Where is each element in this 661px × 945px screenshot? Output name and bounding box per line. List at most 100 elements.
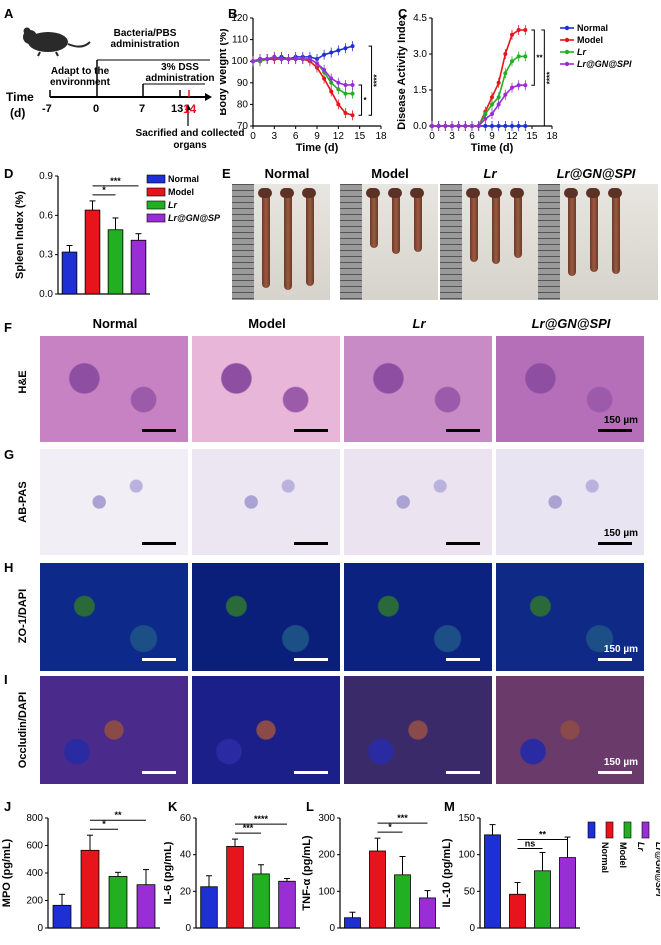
colon-tissue	[370, 192, 378, 248]
micrograph-r2-c3: 150 µm	[496, 563, 644, 671]
timeline-svg	[23, 27, 212, 126]
legend-swatch	[146, 213, 166, 223]
cecum-tissue	[366, 188, 380, 198]
micrograph-r1-c1	[192, 449, 340, 555]
data-point	[503, 52, 508, 56]
y-tick-label: 4.5	[413, 13, 427, 24]
x-tick-label: 0	[250, 131, 256, 142]
data-point	[329, 50, 334, 55]
data-point	[503, 92, 508, 97]
colon-tissue	[414, 192, 422, 252]
sig-label: **	[114, 810, 122, 820]
colon-tissue	[262, 192, 270, 288]
bar-2	[534, 870, 551, 929]
data-point	[343, 91, 348, 96]
y-tick-label: 0	[185, 923, 191, 934]
data-point	[470, 124, 474, 128]
y-tick-label: 120	[231, 13, 248, 24]
data-point	[350, 44, 355, 49]
scale-bar	[598, 771, 632, 774]
bar-2	[107, 229, 124, 295]
sig-label: ***	[110, 176, 121, 186]
row-label-occludin: Occludin/DAPI	[17, 691, 29, 769]
legend-marker	[564, 61, 570, 67]
micrograph-r1-c2	[344, 449, 492, 555]
body-weight-chart: 0 3 6 9 12 15 18 70 80 90 100 110 120 Time (d) Body We…	[220, 13, 387, 154]
data-point	[279, 57, 284, 62]
y-tick-label: 0	[37, 923, 43, 934]
tick-7: 7	[139, 103, 146, 115]
adapt-label: Adapt to the environment	[49, 66, 110, 88]
data-point	[490, 95, 494, 100]
data-point	[503, 71, 508, 76]
data-point	[483, 116, 488, 121]
cecum-tissue	[410, 188, 424, 198]
data-point	[523, 83, 528, 88]
data-point	[251, 59, 255, 64]
sig-label: **	[539, 829, 547, 839]
panel-label-j: J	[4, 799, 12, 814]
colon-photo-2	[440, 184, 538, 300]
bar-3	[559, 857, 576, 929]
data-point	[293, 57, 298, 62]
micrograph-r3-c3: 150 µm	[496, 676, 644, 784]
legend-label-0: Normal	[168, 174, 199, 184]
histo-title-normal: Normal	[92, 316, 138, 331]
data-point	[300, 57, 305, 62]
histo-title-model: Model	[248, 316, 286, 331]
sig-label: ns	[525, 838, 536, 848]
panel-label-e: E	[222, 166, 231, 181]
micrograph-r0-c0	[40, 336, 188, 442]
data-point	[490, 124, 494, 128]
data-point	[510, 124, 514, 128]
x-tick-label: 18	[375, 131, 387, 142]
cecum-tissue	[564, 188, 578, 198]
data-point	[503, 124, 508, 128]
scale-bar	[294, 542, 328, 545]
cecum-tissue	[280, 188, 294, 198]
row-label-zo1: ZO-1/DAPI	[17, 588, 29, 644]
colon-tissue	[470, 192, 478, 262]
scale-bar	[598, 658, 632, 661]
bar-0	[52, 904, 72, 929]
y-tick-label: 1.5	[413, 85, 427, 96]
scale-bar	[294, 771, 328, 774]
data-point	[510, 59, 514, 64]
y-tick-label: 110	[232, 35, 248, 46]
ruler	[340, 184, 362, 300]
photo-title-lr: Lr	[483, 166, 497, 181]
cecum-tissue	[302, 188, 316, 198]
legend-label-1: Model	[168, 187, 194, 197]
panel-label-g: G	[4, 447, 15, 462]
sig-label: ****	[545, 71, 554, 84]
data-point	[476, 124, 481, 128]
scale-text: 150 µm	[603, 415, 638, 426]
bacteria-label: Bacteria/PBS administration	[110, 28, 180, 50]
scale-bar	[142, 658, 176, 661]
x-tick-label: 9	[489, 131, 495, 142]
scale-text: 150 µm	[603, 644, 638, 655]
micrograph-r1-c3: 150 µm	[496, 449, 644, 555]
x-tick-label: 6	[469, 131, 475, 142]
tick-minus7: -7	[42, 103, 52, 115]
y-tick-label: 100	[458, 850, 475, 861]
legend-label-3: Lr@GN@SPI	[168, 213, 220, 223]
legend-marker	[564, 49, 570, 55]
y-tick-label: 90	[237, 78, 249, 89]
x-tick-label: 12	[506, 131, 518, 142]
x-tick-label: 3	[449, 131, 455, 142]
data-point	[322, 52, 327, 57]
y-tick-label: 0.3	[39, 250, 53, 261]
y-tick-label: 400	[26, 868, 43, 879]
scale-bar	[142, 429, 176, 432]
data-point	[258, 57, 263, 62]
y-axis-label: IL-6 (pg/mL)	[164, 841, 174, 904]
y-tick-label: 200	[26, 896, 43, 907]
legend-label-3: Lr@GN@SPI	[654, 842, 660, 897]
sig-label: *	[102, 185, 106, 195]
legend-swatch	[641, 821, 650, 839]
data-point	[336, 80, 341, 85]
x-tick-label: 18	[546, 131, 558, 142]
photo-title-model: Model	[371, 166, 409, 181]
